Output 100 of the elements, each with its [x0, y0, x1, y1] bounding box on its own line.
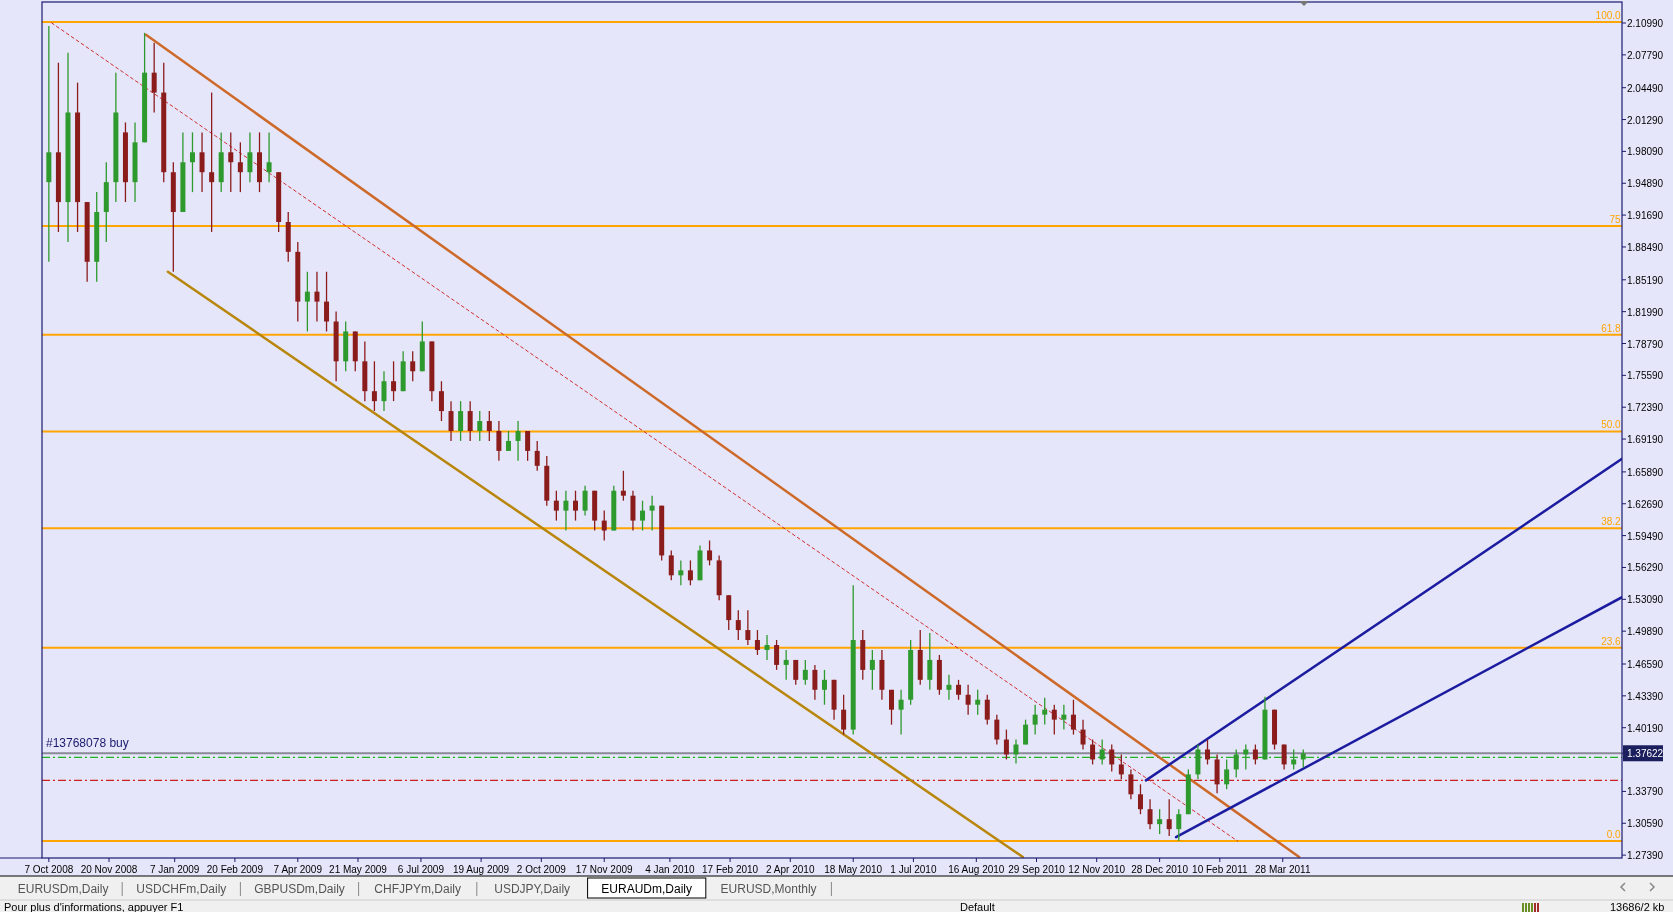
candlestick: [458, 400, 464, 442]
candlestick: [477, 410, 483, 442]
x-tick-label: 12 Nov 2010: [1068, 864, 1126, 875]
candlestick: [228, 131, 234, 193]
candlestick: [381, 370, 387, 412]
candlestick: [821, 669, 827, 706]
y-tick-label: 1.94890: [1627, 178, 1664, 190]
candlestick: [1157, 808, 1163, 835]
x-tick-label: 1 Jul 2010: [890, 864, 937, 875]
text: EURUSDm,Daily: [17, 882, 109, 896]
text: 13686/2 kb: [1610, 901, 1665, 912]
y-tick-label: 1.43390: [1627, 690, 1664, 702]
candlestick: [1080, 719, 1086, 751]
candlestick: [371, 360, 377, 412]
x-tick-label: 17 Nov 2009: [575, 864, 634, 875]
text: USDCHFm,Daily: [136, 882, 227, 896]
y-tick-label: 1.33790: [1627, 786, 1664, 798]
x-tick-label: 18 May 2010: [824, 864, 883, 875]
candlestick: [965, 684, 971, 716]
text: Default: [960, 901, 995, 912]
candlestick: [1166, 798, 1172, 837]
candlestick: [1061, 704, 1067, 731]
candlestick: [467, 400, 473, 442]
y-tick-label: 1.88490: [1627, 241, 1664, 253]
annotation: 38.2: [1601, 516, 1622, 528]
y-tick-label: 1.30590: [1627, 818, 1664, 830]
candlestick: [754, 629, 760, 656]
candlestick: [1051, 704, 1057, 736]
y-tick-label: 1.56290: [1627, 562, 1664, 574]
candlestick: [707, 539, 713, 567]
candlestick: [994, 714, 1000, 746]
candlestick: [1109, 743, 1115, 773]
candlestick: [640, 500, 646, 532]
candlestick: [620, 470, 626, 502]
candlestick: [1291, 748, 1297, 771]
y-tick-label: 1.91690: [1627, 210, 1664, 222]
candlestick: [199, 131, 205, 193]
candlestick: [927, 632, 933, 691]
candlestick: [783, 649, 789, 681]
candlestick: [889, 689, 895, 726]
candlestick: [525, 430, 531, 462]
candlestick: [975, 689, 981, 716]
candlestick: [1224, 758, 1230, 790]
candlestick: [802, 659, 808, 686]
y-tick-label: 2.01290: [1627, 114, 1664, 126]
candlestick: [601, 509, 607, 542]
candlestick: [553, 490, 559, 522]
x-tick-label: 4 Jan 2010: [645, 864, 696, 875]
x-tick-label: 10 Feb 2011: [1192, 864, 1248, 875]
candlestick: [1147, 798, 1153, 830]
candlestick: [1003, 728, 1009, 761]
candlestick: [1042, 697, 1048, 726]
y-tick-label: 1.85190: [1627, 274, 1664, 286]
text: GBPUSDm,Daily: [254, 882, 345, 896]
candlestick: [448, 400, 454, 442]
y-tick-label: 1.65890: [1627, 466, 1664, 478]
candlestick: [266, 131, 272, 183]
text: EURUSD,Monthly: [720, 882, 817, 896]
x-tick-label: 7 Oct 2008: [24, 864, 74, 875]
y-tick-label: 1.62690: [1627, 498, 1664, 510]
x-tick-label: 28 Mar 2011: [1255, 864, 1311, 875]
x-tick-label: 21 May 2009: [329, 864, 388, 875]
candlestick: [774, 639, 780, 671]
y-tick-label: 1.98090: [1627, 146, 1664, 158]
x-tick-label: 17 Feb 2010: [702, 864, 759, 875]
annotation: 100.0: [1595, 9, 1622, 21]
candlestick: [678, 559, 684, 586]
candlestick: [410, 350, 416, 382]
annotation: 61.8: [1601, 322, 1622, 334]
candlestick: [438, 380, 444, 422]
candlestick: [209, 91, 215, 233]
candlestick: [793, 659, 799, 686]
candlestick: [1205, 738, 1211, 766]
y-tick-label: 2.04490: [1627, 82, 1664, 94]
candlestick: [1090, 738, 1096, 766]
candlestick: [898, 689, 904, 736]
annotation: 75: [1609, 213, 1622, 225]
candlestick: [1032, 704, 1038, 736]
y-tick-label: 1.72390: [1627, 402, 1664, 414]
candlestick: [515, 420, 521, 462]
candlestick: [573, 490, 579, 522]
x-tick-label: 2 Oct 2009: [516, 864, 567, 875]
candlestick: [1128, 768, 1134, 800]
x-tick-label: 16 Aug 2010: [948, 864, 1005, 875]
candlestick: [764, 634, 770, 661]
candlestick: [534, 440, 540, 472]
y-tick-label: 1.69190: [1627, 434, 1664, 446]
candlestick: [496, 420, 502, 462]
candlestick: [1023, 719, 1029, 746]
y-tick-label: 1.49890: [1627, 626, 1664, 638]
text: USDJPY,Daily: [494, 882, 571, 896]
candlestick: [582, 485, 588, 517]
annotation: 0.0: [1606, 829, 1622, 841]
candlestick: [946, 674, 952, 701]
candlestick: [841, 694, 847, 736]
annotation: 23.6: [1601, 635, 1622, 647]
candlestick: [1118, 753, 1124, 781]
x-tick-label: 7 Apr 2009: [273, 864, 323, 875]
candlestick: [1070, 699, 1076, 736]
text: EURAUDm,Daily: [601, 882, 693, 896]
